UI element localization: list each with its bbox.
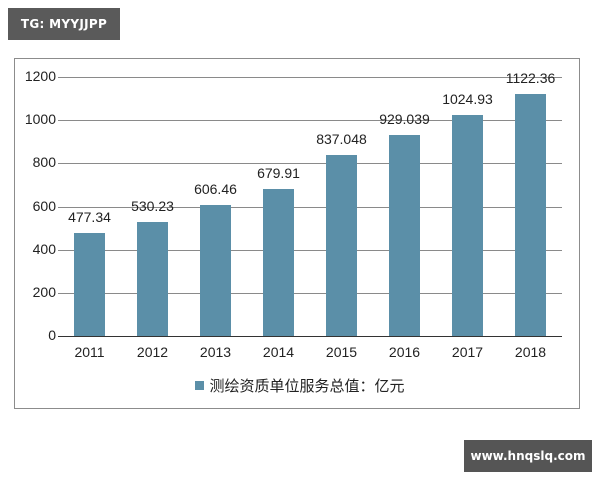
x-tick-label: 2013 <box>199 344 232 360</box>
legend-swatch-icon <box>195 381 205 390</box>
x-tick-label: 2018 <box>514 344 547 360</box>
y-tick-label: 200 <box>32 283 56 300</box>
x-tick-label: 2016 <box>388 344 421 360</box>
data-label: 606.46 <box>194 181 237 198</box>
data-label: 929.039 <box>379 111 430 128</box>
plot-area: 477.34 530.23 606.46 679.91 837.048 929.039 10… <box>58 70 562 337</box>
x-tick-label: 2015 <box>325 344 358 360</box>
legend-label: 测绘资质单位服务总值：亿元 <box>209 377 405 395</box>
gridline <box>58 163 562 165</box>
data-label: 679.91 <box>257 165 300 182</box>
bar-2013 <box>200 205 231 336</box>
y-tick-label: 800 <box>32 154 56 171</box>
data-label: 477.34 <box>68 208 111 225</box>
bar-2018 <box>515 93 546 336</box>
y-tick-label: 1000 <box>24 111 56 128</box>
gridline <box>58 292 562 294</box>
bar-2014 <box>263 189 294 336</box>
bar-2011 <box>74 232 105 336</box>
bar-2015 <box>326 155 357 336</box>
chart-frame <box>14 58 580 409</box>
data-label: 1024.93 <box>442 90 493 107</box>
gridline <box>58 77 562 78</box>
bar-2016 <box>389 135 420 336</box>
y-tick-label: 0 <box>48 327 56 343</box>
x-tick-label: 2014 <box>262 344 295 360</box>
gridline <box>58 249 562 251</box>
data-label: 837.048 <box>316 131 367 148</box>
x-tick-label: 2012 <box>136 344 169 360</box>
watermark-top: TG: MYYJJPP <box>8 8 120 40</box>
x-axis-line <box>58 336 562 337</box>
legend: 测绘资质单位服务总值：亿元 <box>0 375 600 396</box>
y-tick-label: 400 <box>32 240 56 257</box>
gridline <box>58 206 562 208</box>
x-tick-label: 2011 <box>74 344 105 360</box>
gridline <box>58 120 562 122</box>
data-label: 530.23 <box>131 197 174 214</box>
bar-2012 <box>137 221 168 336</box>
y-tick-label: 1200 <box>24 68 56 84</box>
x-tick-label: 2017 <box>451 344 484 360</box>
watermark-bottom: www.hnqslq.com <box>464 440 592 472</box>
data-label: 1122.36 <box>505 69 556 86</box>
y-tick-label: 600 <box>32 197 56 214</box>
bar-2017 <box>452 114 483 336</box>
